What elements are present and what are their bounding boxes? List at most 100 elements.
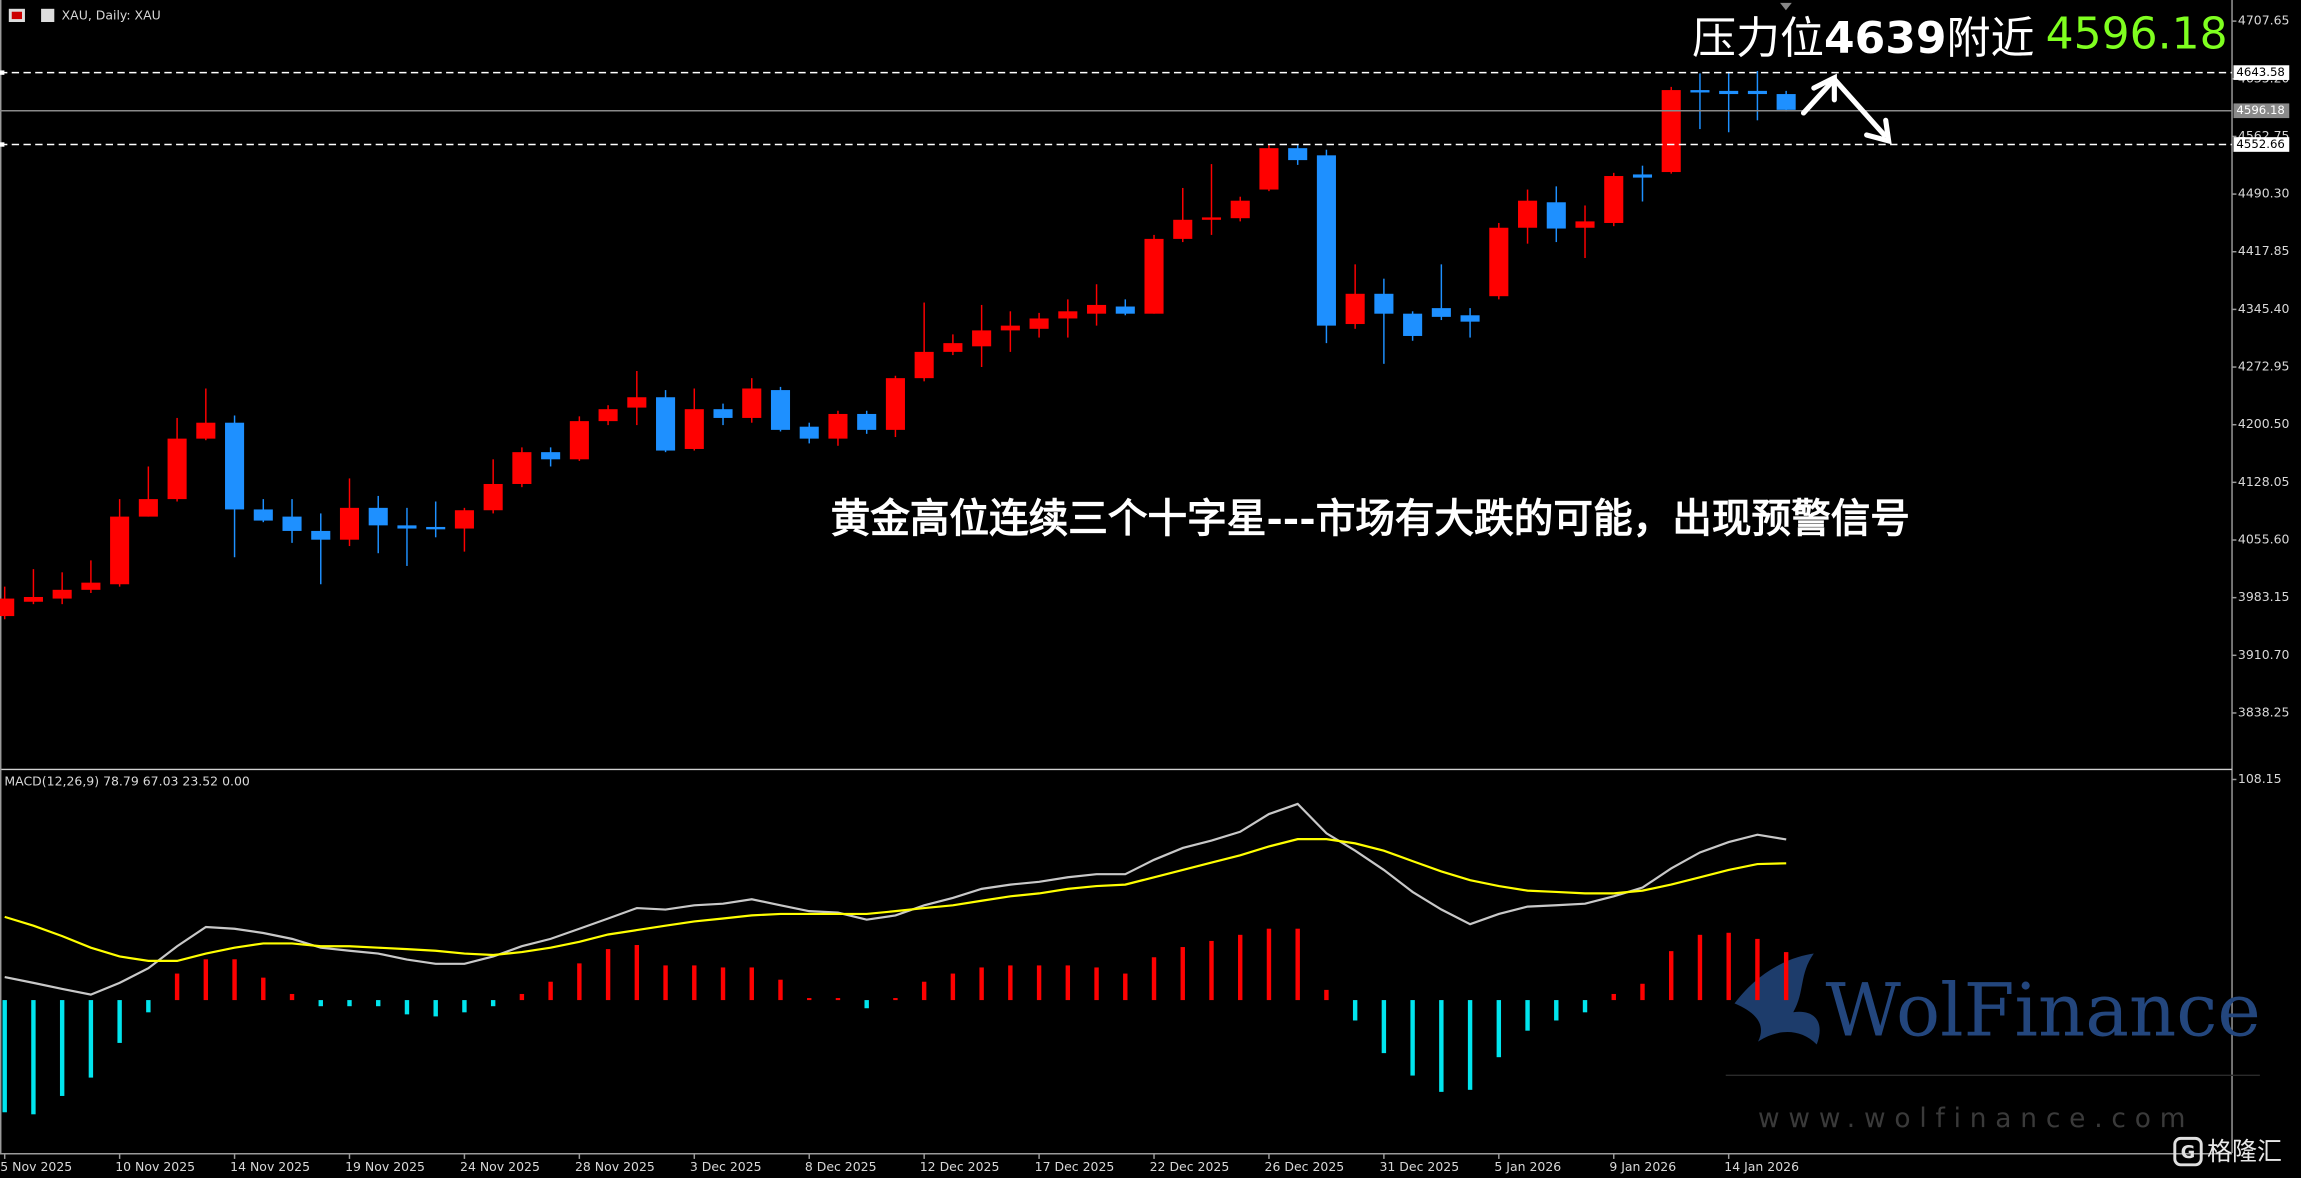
y-tick-label: 4345.40	[2238, 301, 2290, 316]
candle-body	[1316, 155, 1336, 326]
watermark-brand: WolFinance	[1826, 969, 2261, 1054]
macd-histogram-bar	[720, 967, 726, 1001]
level-marker	[0, 142, 5, 147]
candle-body	[799, 426, 819, 439]
macd-histogram-bar	[1008, 965, 1013, 1001]
macd-histogram-bar	[778, 979, 783, 1001]
macd-histogram-bar	[1640, 983, 1645, 1001]
macd-histogram-bar	[433, 1000, 438, 1017]
candle-body	[0, 598, 15, 617]
candle-body	[138, 499, 158, 517]
resistance-note-level: 4639	[1824, 13, 1946, 64]
candle-body	[857, 413, 877, 430]
macd-histogram-bar	[893, 998, 898, 1001]
candle-body	[972, 330, 992, 347]
y-tick-label: 108.15	[2238, 771, 2282, 786]
macd-histogram-bar	[88, 1000, 94, 1078]
plot-layer: 4707.654635.204562.754490.304417.854345.…	[0, 13, 2290, 1174]
macd-histogram-bar	[1755, 938, 1760, 1001]
candle-body	[1144, 238, 1164, 314]
macd-histogram-bar	[117, 1000, 122, 1043]
candle-body	[1345, 293, 1365, 325]
level-label: 4552.66	[2236, 137, 2284, 151]
x-tick-label: 8 Dec 2025	[805, 1159, 877, 1174]
candle-body	[828, 413, 848, 439]
macd-histogram-bar	[289, 993, 295, 1001]
candle-body	[1776, 94, 1796, 110]
candle-body	[1173, 219, 1193, 239]
macd-histogram-bar	[1094, 967, 1099, 1001]
macd-histogram-bar	[1669, 951, 1674, 1001]
x-tick-label: 28 Nov 2025	[575, 1159, 655, 1174]
y-tick-label: 4272.95	[2238, 359, 2290, 374]
x-tick-label: 22 Dec 2025	[1150, 1159, 1230, 1174]
candle-body	[253, 509, 273, 521]
y-tick-label: 3910.70	[2238, 647, 2290, 662]
candle-body	[1087, 304, 1107, 314]
frame	[0, 0, 2233, 1155]
candle-body	[225, 422, 245, 510]
current-price-label: 4596.18	[2236, 103, 2284, 117]
resistance-note-suffix: 附近	[1947, 13, 2035, 64]
current-price-box	[2233, 103, 2290, 119]
watermark: WolFinance www.wolfinance.com G 格隆汇	[1725, 953, 2282, 1167]
y-tick-label: 4128.05	[2238, 474, 2290, 489]
candle-body	[742, 388, 762, 418]
macd-histogram-bar	[1123, 973, 1128, 1001]
macd-histogram-bar	[1238, 934, 1243, 1001]
candle-body	[1632, 174, 1653, 178]
macd-histogram-bar	[1381, 1000, 1387, 1054]
source-logo	[2173, 1136, 2203, 1167]
candle-body	[1403, 313, 1423, 336]
macd-histogram-bar	[318, 1000, 323, 1007]
macd-histogram-bar	[1065, 965, 1071, 1001]
macd-histogram-bar	[577, 963, 582, 1001]
macd-histogram-bar	[1697, 934, 1703, 1001]
y-tick-label: 4490.30	[2238, 186, 2290, 201]
candle-body	[885, 378, 905, 430]
macd-line	[4, 802, 1787, 996]
macd-histogram-bar	[1496, 1000, 1502, 1058]
macd-histogram-bar	[462, 1000, 467, 1013]
watermark-url: www.wolfinance.com	[1758, 1103, 2194, 1134]
macd-histogram-bar	[1726, 932, 1731, 1001]
macd-histogram-bar	[634, 945, 640, 1001]
candle-body	[1661, 90, 1681, 173]
macd-histogram-bar	[1266, 928, 1272, 1001]
candle-body	[943, 343, 963, 352]
macd-histogram-bar	[490, 1000, 496, 1007]
candle-body	[1201, 217, 1222, 220]
macd-histogram-bar	[347, 1000, 352, 1007]
level-box	[2233, 65, 2290, 80]
candle-body	[1000, 325, 1020, 331]
macd-histogram-bar	[232, 959, 237, 1001]
candle-body	[770, 390, 791, 430]
x-tick-label: 26 Dec 2025	[1265, 1159, 1345, 1174]
x-tick-label: 5 Jan 2026	[1494, 1159, 1561, 1174]
level-box	[2233, 137, 2290, 152]
candle-body	[1431, 308, 1451, 317]
candle-body	[1288, 148, 1308, 161]
candle-body	[454, 510, 474, 529]
candle-body	[167, 438, 187, 500]
macd-histogram-bar	[174, 973, 180, 1001]
candle-body	[110, 516, 130, 585]
macd-histogram-bar	[1209, 940, 1214, 1001]
candle-body	[426, 526, 446, 530]
x-tick-label: 14 Jan 2026	[1724, 1159, 1799, 1174]
candle-body	[1029, 318, 1049, 329]
current-price-annotation: 4596.18	[2046, 9, 2228, 60]
macd-histogram-bar	[203, 959, 209, 1001]
candle-body	[541, 452, 561, 460]
candle-body	[512, 452, 532, 484]
candle-body	[1604, 176, 1624, 223]
candle-body	[1575, 221, 1595, 228]
macd-histogram-bar	[376, 1000, 381, 1007]
macd-histogram-bar	[835, 998, 841, 1001]
candle-body	[1230, 200, 1250, 219]
x-tick-label: 12 Dec 2025	[920, 1159, 1000, 1174]
macd-histogram-bar	[261, 977, 266, 1001]
y-tick-label: 3838.25	[2238, 704, 2290, 719]
signal-note: 黄金高位连续三个十字星---市场有大跌的可能，出现预警信号	[831, 496, 1910, 542]
